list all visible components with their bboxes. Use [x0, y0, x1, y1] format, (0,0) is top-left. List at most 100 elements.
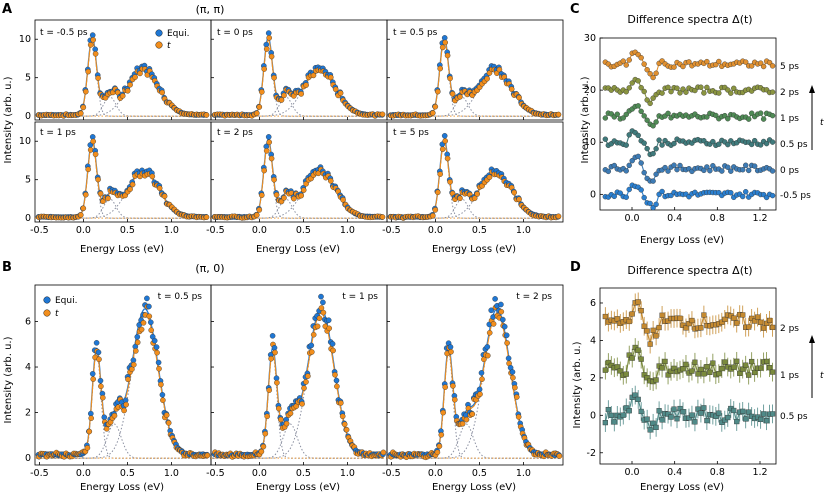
a-subplot-4-t-point	[127, 186, 133, 192]
c-plot-series-5-point	[641, 88, 647, 95]
b-subplot-2-t-point	[283, 420, 290, 427]
b-subplot-1-ytick-label: 2	[25, 408, 31, 419]
c-plot-series-5-point	[716, 90, 722, 96]
c-plot-series-4-point	[641, 113, 647, 119]
c-plot-series-3-point	[751, 137, 758, 144]
b-subplot-1-t-point	[88, 415, 94, 422]
b-subplot-1-xtick-label: -0.5	[30, 468, 49, 479]
panel-a-legend: Equi. t	[155, 29, 189, 51]
c-plot-series-5-point	[704, 84, 710, 91]
b-subplot-3-equi-point	[492, 296, 498, 302]
c-plot-series-2-point	[751, 163, 758, 169]
panel-b-title: (π, 0)	[195, 262, 224, 275]
c-plot-series-3-point	[653, 146, 659, 152]
b-subplot-1-xtick-label: 0.5	[120, 468, 135, 479]
c-plot-series-6-point	[686, 59, 692, 65]
a-subplot-6: -0.5 0.0 0.5 1.0	[382, 121, 564, 236]
a-subplot-4-xtick-label: 1.0	[164, 225, 179, 236]
a-subplot-2-t-point	[298, 91, 305, 97]
c-plot-series-2-point	[719, 168, 725, 174]
b-subplot-1-t-point	[84, 445, 91, 451]
c-plot-series-2-point	[725, 164, 731, 170]
d-plot-series-2-point	[683, 361, 689, 367]
d-plot-series-2-point	[710, 360, 716, 366]
a-subplot-5-equi-fit	[212, 138, 385, 218]
legend-b-equi-label: Equi.	[55, 296, 77, 306]
d-plot-series-2-point	[641, 372, 647, 378]
d-plot-series-2-point	[659, 365, 665, 371]
a-subplot-6-t-point	[516, 196, 522, 203]
b-subplot-1-t-point	[86, 428, 93, 435]
c-plot-series-4-point	[748, 110, 755, 116]
c-plot-series-3-point	[725, 141, 731, 148]
c-plot-series-2-point	[641, 169, 647, 176]
legend-b-t-marker	[43, 309, 51, 317]
b-subplot-3: -0.5 0.0 0.5 1.0	[382, 284, 564, 479]
a-subplot-5-t-point	[340, 196, 346, 203]
a-subplot-6-t-point	[439, 146, 446, 152]
a-subplot-2-t-point	[379, 111, 386, 118]
b-subplot-2: -0.5 0.0 0.5 1.0	[206, 284, 388, 479]
a-subplot-6-fit-component-1	[388, 140, 561, 219]
d-plot-series-3-point	[638, 308, 644, 314]
c-plot-series-2-point	[674, 166, 680, 173]
b-subplot-3-t-point	[469, 411, 476, 417]
d-plot-series-3-point	[740, 312, 746, 318]
b-subplot-1: -0.5 0.0 0.5 1.0 0 2 4 6	[25, 284, 212, 479]
d-plot-series-2-point	[644, 375, 650, 381]
a-subplot-2-t-point	[256, 104, 263, 110]
a-subplot-1-t-point	[137, 70, 143, 77]
c-plot-series-4-point	[623, 111, 629, 118]
c-plot-series-2-point	[677, 162, 683, 169]
b-subplot-2-equi-point	[271, 344, 278, 351]
a-subplot-1-t-point	[127, 82, 133, 88]
c-plot-series-4-point	[665, 110, 671, 117]
d-plot-series-3-point	[698, 325, 704, 331]
d-plot-series-3-point	[749, 315, 755, 321]
d-plot-series-2-point	[716, 371, 722, 377]
b-subplot-3-t-point	[463, 416, 470, 423]
b-subplot-2-t-point	[274, 379, 280, 386]
d-plot-xtick-label: 0.0	[624, 467, 639, 478]
a-subplot-4-fit-component-1	[36, 140, 209, 219]
c-plot-series-5-point	[665, 84, 671, 91]
b-subplot-3-t-point	[486, 329, 493, 336]
a-subplot-4-t-point	[129, 181, 136, 188]
c-plot-series-2-point	[701, 167, 707, 174]
b-subplot-2-t-point	[337, 400, 344, 406]
a-subplot-2-t-point	[258, 89, 265, 95]
d-plot-series-1-point	[677, 405, 683, 412]
c-plot-series-3-point	[641, 140, 647, 146]
c-plot-series-3-point	[623, 142, 629, 148]
b-subplot-1-equi-point	[155, 359, 162, 366]
b-subplot-1-equi-point	[134, 334, 141, 340]
d-plot-series-1-point	[680, 409, 686, 415]
d-plot-series-2-point	[722, 359, 728, 365]
d-plot-series-2-point	[743, 362, 749, 368]
panel-a-label: A	[2, 2, 12, 17]
d-plot-series-1-point	[692, 419, 698, 425]
c-plot-series-4-point	[769, 112, 776, 119]
d-plot-series-3-point	[764, 320, 770, 326]
a-subplot-2-t-point	[310, 72, 317, 79]
c-plot-series-6-point	[760, 63, 767, 70]
b-subplot-2-equi-fit	[212, 308, 385, 456]
a-subplot-3-t-point	[444, 52, 451, 59]
d-plot-series-3-point	[677, 315, 683, 321]
d-plot-series-2-point	[638, 356, 644, 362]
d-plot-series-1-point	[668, 414, 674, 420]
c-plot-series-5-point	[650, 95, 656, 101]
b-subplot-1-t-point	[125, 376, 131, 383]
a-sub-3-label: t = 0.5 ps	[393, 28, 438, 38]
a-subplot-2-t-point	[271, 74, 277, 81]
c-plot-series-3-point	[650, 150, 656, 157]
d-plot-series-2-point	[632, 344, 638, 351]
c-label-2: 0 ps	[780, 166, 799, 176]
b-subplot-2-t-point	[318, 305, 325, 311]
b-subplot-2-t-point	[301, 385, 307, 391]
c-plot-series-4-point	[745, 116, 752, 122]
c-plot-series-4-point	[644, 117, 650, 123]
d-plot-series-2-point	[731, 364, 737, 370]
d-plot-frame	[599, 287, 777, 465]
a-subplot-4-t-point	[90, 138, 96, 145]
